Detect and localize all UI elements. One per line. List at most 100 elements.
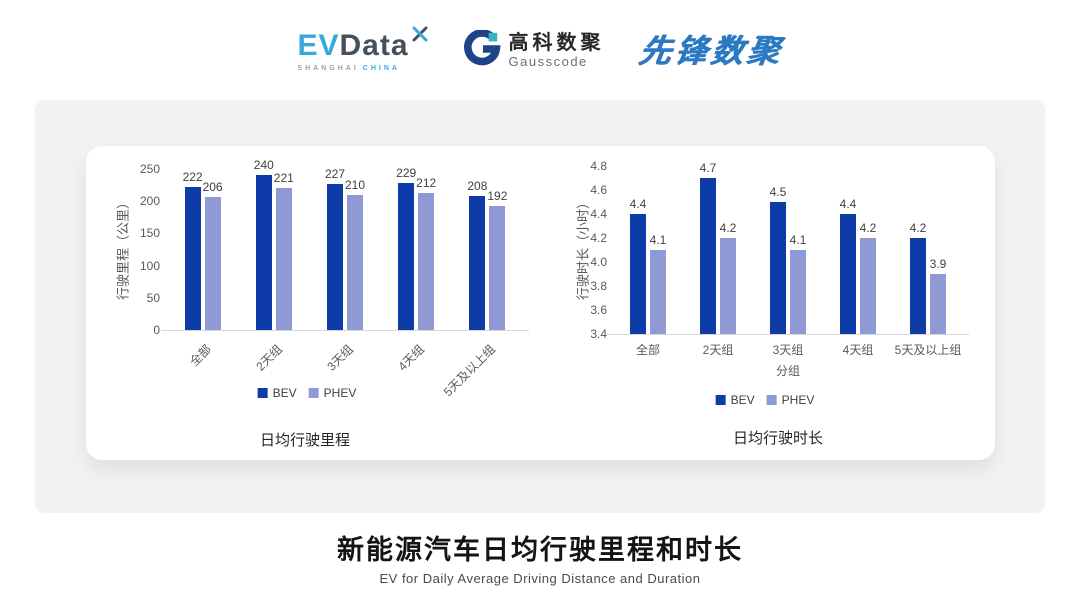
evdata-wordmark: EV Data (297, 26, 428, 62)
y-tick-label: 3.4 (590, 327, 607, 341)
gausscode-name-cn: 高科数聚 (508, 32, 605, 55)
gausscode-g-icon (463, 28, 501, 73)
x-category-label: 5天及以上组 (441, 342, 499, 400)
bar-value-label: 3.9 (929, 257, 947, 271)
bar-value-label: 206 (202, 180, 223, 195)
y-tick-label: 3.6 (590, 303, 607, 317)
chart-daily-distance: 0 50 100 150 200 250 行驶里程（公里） 222 206 全部 240 221 2天组… (86, 146, 546, 460)
legend-label: BEV (272, 386, 297, 400)
evdata-ev-text: EV (297, 28, 340, 62)
gausscode-text: 高科数聚 Gausscode (509, 32, 605, 69)
chart-daily-duration: 3.4 3.6 3.8 4.0 4.2 4.4 4.6 4.8 行驶时长（小时） 4.4 4.1 全部… (546, 146, 995, 460)
x-axis-line (161, 330, 529, 331)
bar-value-label: 221 (273, 170, 294, 185)
bar-bev (770, 202, 786, 334)
bar-phev (720, 238, 736, 334)
bar-value-label: 4.2 (719, 221, 737, 235)
legend-swatch-phev (308, 388, 319, 398)
bar-value-label: 4.2 (859, 221, 877, 235)
bar-bev (630, 214, 646, 334)
footer: 新能源汽车日均行驶里程和时长 EV for Daily Average Driv… (0, 534, 1080, 586)
y-tick-label: 0 (153, 323, 160, 337)
bar-value-label: 4.1 (789, 233, 807, 247)
header-logos: EV Data SHANGHAI CHINA 高科数聚 (0, 14, 1080, 88)
x-category-label: 5天及以上组 (894, 343, 962, 357)
page-subtitle: EV for Daily Average Driving Distance an… (379, 571, 701, 586)
bar-value-label: 4.7 (699, 161, 717, 175)
x-category-label: 4天组 (842, 343, 874, 357)
bar-phev (347, 194, 363, 330)
y-tick-label: 150 (139, 226, 160, 241)
legend-item-bev: BEV (257, 386, 297, 400)
bar-phev (204, 197, 221, 330)
bar-value-label: 4.5 (769, 185, 787, 199)
evdata-data-text: Data (339, 28, 409, 62)
legend-item-phev: PHEV (766, 393, 815, 407)
legend-swatch-phev (766, 395, 777, 405)
bar-bev (184, 187, 201, 330)
bar-value-label: 212 (416, 176, 437, 191)
bar-bev (700, 178, 716, 334)
legend-item-bev: BEV (715, 393, 755, 407)
bar-value-label: 227 (324, 166, 346, 181)
legend-swatch-bev (257, 388, 268, 398)
legend-label: BEV (730, 393, 755, 407)
y-axis-title: 行驶里程（公里） (115, 195, 131, 301)
bar-bev (398, 182, 415, 330)
x-category-label: 全部 (635, 343, 660, 357)
bar-value-label: 210 (344, 177, 366, 192)
y-tick-label: 200 (139, 194, 160, 209)
pioneer-logo: 先锋数聚 (635, 33, 786, 69)
y-tick-label: 3.8 (590, 279, 607, 293)
y-tick-label: 4.6 (590, 183, 607, 197)
legend-label: PHEV (323, 386, 357, 400)
y-axis-title: 行驶时长（小时） (575, 195, 591, 301)
gausscode-name-en: Gausscode (508, 54, 588, 70)
x-axis-line (607, 334, 969, 335)
bar-phev (790, 250, 806, 334)
y-tick-label: 4.4 (590, 207, 607, 221)
legend: BEV PHEV (715, 393, 815, 407)
y-tick-label: 100 (139, 258, 160, 273)
bar-value-label: 222 (182, 170, 203, 185)
bar-phev (489, 206, 506, 330)
chart-caption: 日均行驶里程 (259, 432, 351, 449)
y-tick-label: 4.2 (590, 231, 607, 245)
x-axis-title: 分组 (775, 364, 800, 378)
bar-phev (275, 187, 292, 330)
bar-value-label: 208 (467, 179, 488, 194)
y-tick-label: 50 (146, 290, 160, 305)
legend-label: PHEV (781, 393, 815, 407)
bar-phev (860, 238, 876, 334)
bar-value-label: 192 (487, 189, 508, 204)
y-tick-label: 250 (139, 162, 160, 176)
evdata-tagline: SHANGHAI CHINA (297, 65, 400, 72)
y-tick-label: 4.8 (590, 159, 607, 173)
y-tick-label: 4.0 (590, 255, 607, 269)
page-title: 新能源汽车日均行驶里程和时长 (337, 535, 743, 565)
bar-bev (469, 196, 486, 330)
bar-phev (418, 193, 435, 330)
chart-caption: 日均行驶时长 (732, 430, 824, 447)
x-category-label: 3天组 (772, 343, 804, 357)
bar-value-label: 4.4 (629, 197, 647, 211)
bar-value-label: 240 (253, 158, 274, 173)
evdata-star-icon (411, 25, 429, 47)
bar-bev (255, 175, 272, 330)
legend-swatch-bev (715, 395, 726, 405)
bar-value-label: 4.1 (649, 233, 667, 247)
bar-bev (840, 214, 856, 334)
bar-bev (910, 238, 926, 334)
bar-phev (650, 250, 666, 334)
evdata-logo: EV Data SHANGHAI CHINA (297, 26, 428, 72)
bar-value-label: 4.2 (909, 221, 927, 235)
legend: BEV PHEV (257, 386, 357, 400)
bar-phev (930, 274, 946, 334)
x-category-label: 2天组 (702, 343, 734, 357)
evdata-tagline-china: CHINA (362, 64, 400, 72)
gausscode-logo: 高科数聚 Gausscode (463, 28, 605, 73)
legend-item-phev: PHEV (308, 386, 357, 400)
bar-value-label: 229 (396, 165, 417, 180)
evdata-tagline-shanghai: SHANGHAI (297, 64, 359, 72)
